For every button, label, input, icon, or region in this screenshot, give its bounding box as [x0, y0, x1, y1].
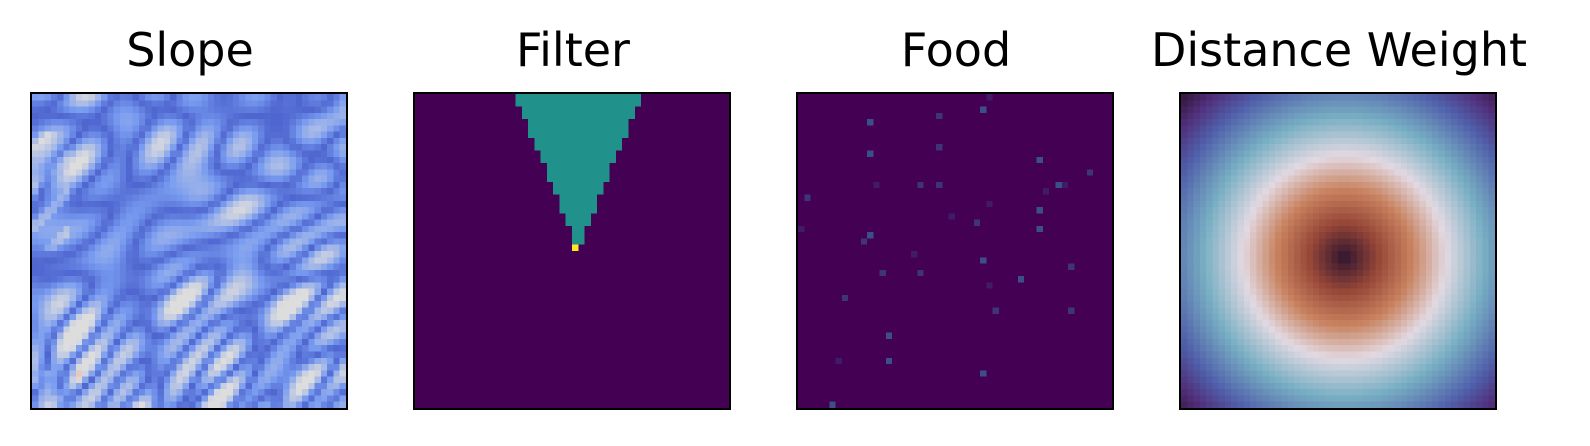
food-heatmap-image — [798, 94, 1112, 408]
food-heatmap — [796, 92, 1114, 410]
distance-weight-title: Distance Weight — [1150, 23, 1528, 77]
slope-title: Slope — [126, 23, 254, 77]
filter-heatmap — [413, 92, 731, 410]
filter-title: Filter — [516, 23, 630, 77]
distance-weight-heatmap-image — [1181, 94, 1495, 408]
slope-heatmap — [30, 92, 348, 410]
food-title: Food — [900, 23, 1012, 77]
slope-heatmap-image — [32, 94, 346, 408]
filter-heatmap-image — [415, 94, 729, 408]
distance-weight-heatmap — [1179, 92, 1497, 410]
